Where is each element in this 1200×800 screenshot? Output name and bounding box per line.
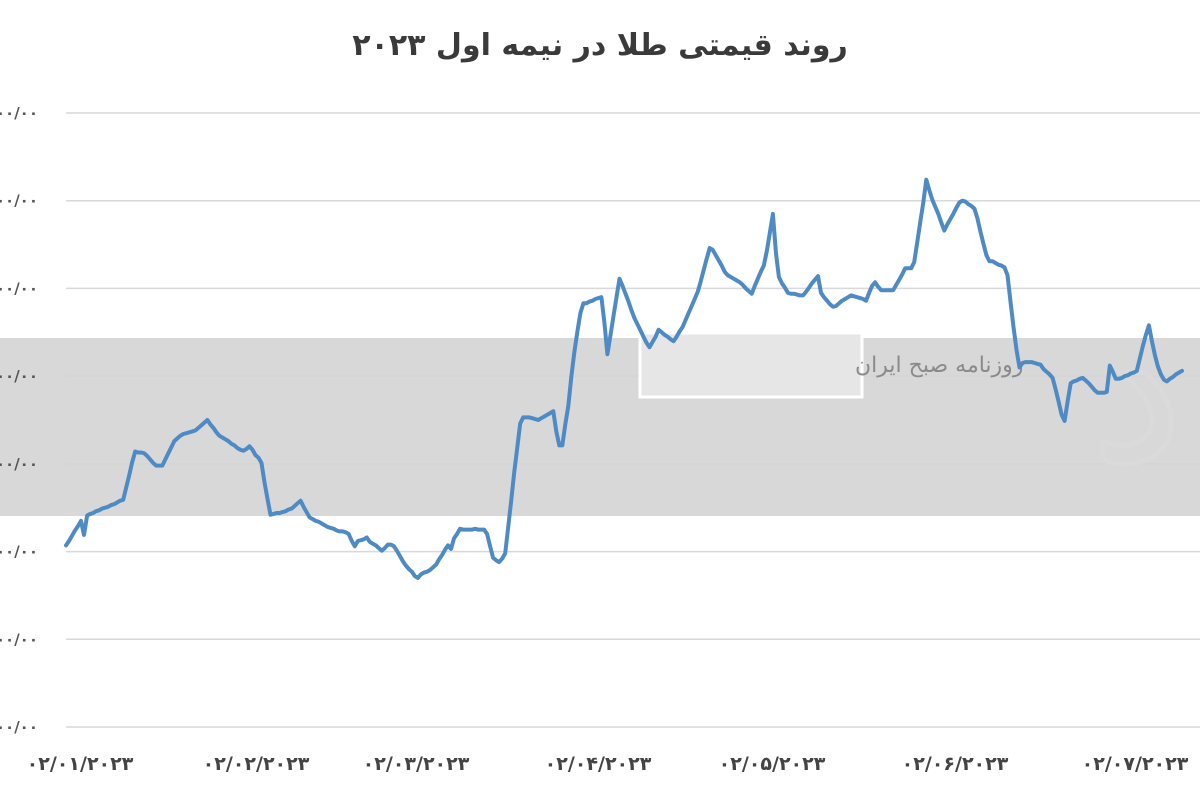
x-tick-label: ۰۲/۰۴/۲۰۲۳ <box>545 753 652 775</box>
y-tick-label: ۰۰/۰۰ <box>0 543 38 561</box>
y-tick-label: ۰۰/۰۰ <box>0 192 38 210</box>
x-tick-label: ۰۲/۰۳/۲۰۲۳ <box>363 753 470 775</box>
x-tick-label: ۰۲/۰۱/۲۰۲۳ <box>27 753 134 775</box>
x-tick-label: ۰۲/۰۲/۲۰۲۳ <box>203 753 310 775</box>
x-tick-label: ۰۲/۰۶/۲۰۲۳ <box>902 753 1009 775</box>
y-tick-label: ۰۰/۰۰ <box>0 630 38 648</box>
x-axis-ticks: ۰۲/۰۱/۲۰۲۳ ۰۲/۰۲/۲۰۲۳ ۰۲/۰۳/۲۰۲۳ ۰۲/۰۴/۲۰۲۳… <box>27 753 1189 775</box>
series-gold-price <box>64 177 1184 580</box>
y-tick-label: ۰۰/۰۰ <box>0 718 38 736</box>
chart-title: روند قیمتی طلا در نیمه اول ۲۰۲۳ <box>352 28 848 63</box>
series-line <box>64 177 1184 580</box>
watermark: دنیای اقتصاد روزنامه صبح ایران <box>0 263 1200 516</box>
y-tick-label: ۰۰/۰۰ <box>0 104 38 122</box>
x-tick-label: ۰۲/۰۷/۲۰۲۳ <box>1082 753 1189 775</box>
x-tick-label: ۰۲/۰۵/۲۰۲۳ <box>719 753 826 775</box>
y-tick-label: ۰۰/۰۰ <box>0 367 38 385</box>
y-tick-label: ۰۰/۰۰ <box>0 455 38 473</box>
watermark-subtitle-box <box>638 331 864 399</box>
y-tick-label: ۰۰/۰۰ <box>0 279 38 297</box>
watermark-subtitle: روزنامه صبح ایران <box>855 353 1023 378</box>
y-axis-ticks: ۰۰/۰۰ ۰۰/۰۰ ۰۰/۰۰ ۰۰/۰۰ ۰۰/۰۰ ۰۰/۰۰ ۰۰/۰۰ ۰۰/۰۰ <box>0 104 38 736</box>
